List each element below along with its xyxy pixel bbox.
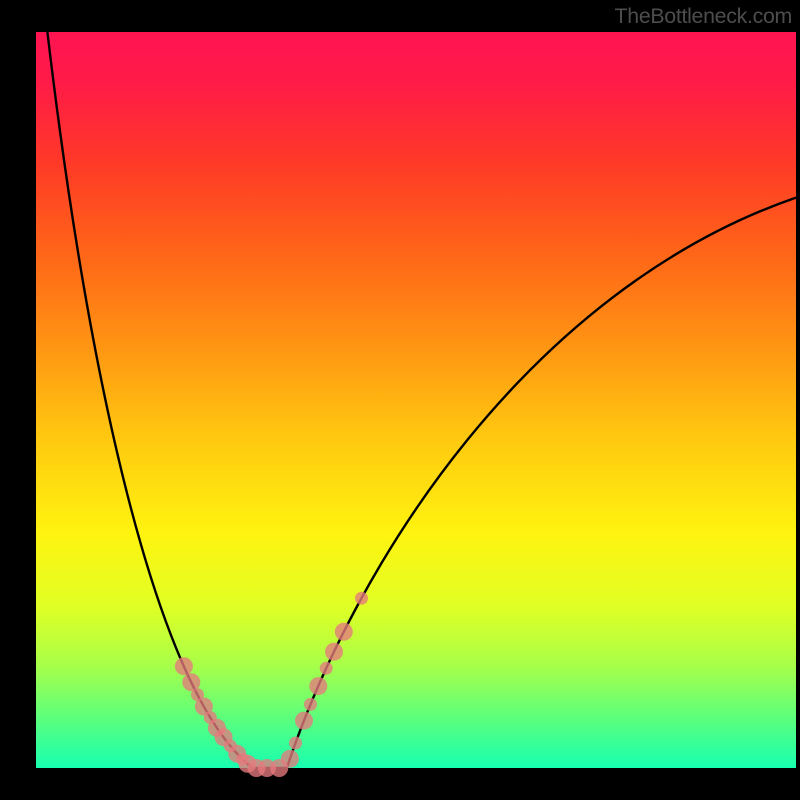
bottleneck-chart <box>0 0 800 800</box>
data-marker <box>325 643 343 661</box>
data-marker <box>289 737 302 750</box>
data-marker <box>175 657 193 675</box>
chart-plot-area <box>36 32 796 768</box>
watermark: TheBottleneck.com <box>615 4 792 29</box>
data-marker <box>270 759 288 777</box>
data-marker <box>355 592 368 605</box>
data-marker <box>309 677 327 695</box>
chart-container: TheBottleneck.com <box>0 0 800 800</box>
data-marker <box>320 662 333 675</box>
data-marker <box>335 623 353 641</box>
data-marker <box>295 712 313 730</box>
data-marker <box>304 698 317 711</box>
